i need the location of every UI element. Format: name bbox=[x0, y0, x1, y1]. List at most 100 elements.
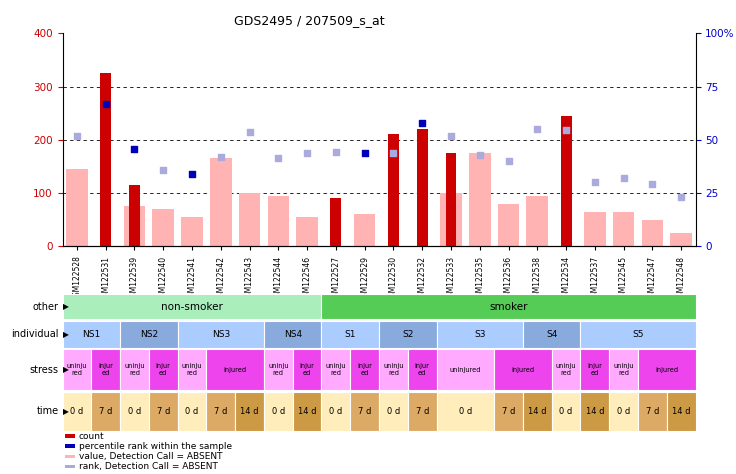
Bar bbox=[206, 349, 264, 390]
Bar bbox=[322, 392, 350, 430]
Text: uninju
red: uninju red bbox=[124, 363, 145, 376]
Text: ▶: ▶ bbox=[63, 302, 69, 311]
Bar bbox=[642, 220, 663, 246]
Text: S4: S4 bbox=[546, 330, 557, 338]
Bar bbox=[206, 392, 236, 430]
Bar bbox=[436, 392, 494, 430]
Bar bbox=[264, 320, 322, 348]
Text: 0 d: 0 d bbox=[128, 407, 141, 416]
Point bbox=[474, 151, 486, 159]
Bar bbox=[552, 349, 581, 390]
Bar bbox=[469, 153, 490, 246]
Point bbox=[158, 166, 169, 174]
Bar bbox=[322, 294, 696, 319]
Bar bbox=[379, 349, 408, 390]
Text: injured: injured bbox=[224, 367, 247, 373]
Text: uninju
red: uninju red bbox=[268, 363, 289, 376]
Bar bbox=[638, 392, 667, 430]
Bar bbox=[638, 349, 696, 390]
Bar bbox=[581, 349, 609, 390]
Text: injur
ed: injur ed bbox=[300, 363, 314, 376]
Point bbox=[330, 148, 342, 155]
Bar bbox=[581, 392, 609, 430]
Text: 14 d: 14 d bbox=[298, 407, 316, 416]
Point bbox=[129, 146, 141, 153]
Bar bbox=[436, 349, 494, 390]
Point bbox=[618, 174, 629, 182]
Text: 0 d: 0 d bbox=[559, 407, 573, 416]
Bar bbox=[297, 217, 318, 246]
Point bbox=[71, 132, 83, 139]
Text: 14 d: 14 d bbox=[586, 407, 604, 416]
Bar bbox=[63, 392, 91, 430]
Point bbox=[358, 149, 370, 157]
Text: 7 d: 7 d bbox=[157, 407, 170, 416]
Text: uninjured: uninjured bbox=[450, 367, 481, 373]
Text: S5: S5 bbox=[632, 330, 644, 338]
Bar bbox=[561, 116, 572, 246]
Bar bbox=[667, 392, 696, 430]
Bar bbox=[494, 349, 552, 390]
Bar bbox=[445, 153, 456, 246]
Point bbox=[100, 100, 112, 108]
Bar bbox=[498, 204, 520, 246]
Bar bbox=[408, 392, 436, 430]
Point bbox=[272, 155, 284, 162]
Point bbox=[675, 194, 687, 201]
Bar bbox=[670, 233, 692, 246]
Text: count: count bbox=[79, 432, 104, 441]
Bar bbox=[581, 320, 696, 348]
Text: rank, Detection Call = ABSENT: rank, Detection Call = ABSENT bbox=[79, 462, 217, 471]
Text: S2: S2 bbox=[402, 330, 414, 338]
Text: injur
ed: injur ed bbox=[357, 363, 372, 376]
Text: NS3: NS3 bbox=[212, 330, 230, 338]
Bar bbox=[436, 320, 523, 348]
Point bbox=[503, 157, 514, 165]
Text: time: time bbox=[37, 406, 59, 416]
Bar bbox=[268, 196, 289, 246]
Text: 0 d: 0 d bbox=[185, 407, 199, 416]
Text: non-smoker: non-smoker bbox=[161, 302, 223, 312]
Text: ▶: ▶ bbox=[63, 365, 69, 374]
Bar bbox=[65, 465, 74, 468]
Text: injur
ed: injur ed bbox=[587, 363, 602, 376]
Text: uninju
red: uninju red bbox=[556, 363, 576, 376]
Text: NS4: NS4 bbox=[283, 330, 302, 338]
Bar bbox=[264, 349, 293, 390]
Text: uninju
red: uninju red bbox=[182, 363, 202, 376]
Bar bbox=[181, 217, 203, 246]
Text: 7 d: 7 d bbox=[502, 407, 515, 416]
Bar bbox=[177, 349, 206, 390]
Bar bbox=[379, 392, 408, 430]
Text: NS1: NS1 bbox=[82, 330, 100, 338]
Bar bbox=[440, 193, 461, 246]
Text: 0 d: 0 d bbox=[459, 407, 472, 416]
Bar bbox=[177, 320, 264, 348]
Text: individual: individual bbox=[11, 329, 59, 339]
Text: 7 d: 7 d bbox=[99, 407, 113, 416]
Text: percentile rank within the sample: percentile rank within the sample bbox=[79, 442, 232, 451]
Text: 7 d: 7 d bbox=[214, 407, 227, 416]
Bar bbox=[350, 349, 379, 390]
Text: injured: injured bbox=[512, 367, 534, 373]
Text: GDS2495 / 207509_s_at: GDS2495 / 207509_s_at bbox=[234, 14, 384, 27]
Bar bbox=[129, 185, 140, 246]
Text: 0 d: 0 d bbox=[329, 407, 342, 416]
Bar bbox=[293, 349, 322, 390]
Bar bbox=[210, 158, 232, 246]
Bar bbox=[152, 209, 174, 246]
Point bbox=[445, 132, 457, 140]
Text: ▶: ▶ bbox=[63, 407, 69, 416]
Bar bbox=[65, 455, 74, 458]
Bar bbox=[236, 392, 264, 430]
Bar bbox=[379, 320, 436, 348]
Text: 0 d: 0 d bbox=[71, 407, 84, 416]
Text: stress: stress bbox=[30, 365, 59, 375]
Bar bbox=[408, 349, 436, 390]
Bar bbox=[609, 392, 638, 430]
Text: 7 d: 7 d bbox=[645, 407, 659, 416]
Bar bbox=[322, 320, 379, 348]
Bar bbox=[417, 129, 428, 246]
Bar bbox=[354, 215, 375, 246]
Text: injur
ed: injur ed bbox=[415, 363, 430, 376]
